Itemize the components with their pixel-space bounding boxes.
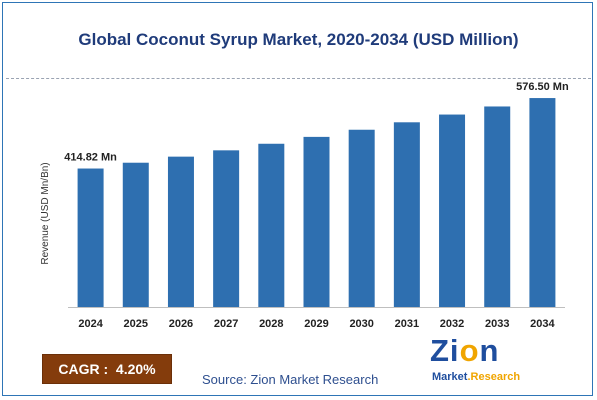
bar-2028 bbox=[258, 143, 285, 307]
y-axis-title: Revenue (USD Mn/Bn) bbox=[40, 162, 51, 264]
x-tick-label: 2033 bbox=[485, 318, 509, 330]
x-tick-label: 2027 bbox=[214, 318, 238, 330]
data-label: 576.50 Mn bbox=[516, 81, 569, 93]
bar-2026 bbox=[167, 156, 194, 307]
x-tick-label: 2029 bbox=[304, 318, 328, 330]
bar-2031 bbox=[393, 122, 420, 307]
source-text: Source: Zion Market Research bbox=[202, 372, 379, 387]
x-tick-label: 2025 bbox=[124, 318, 148, 330]
logo-subtitle: Market.Research bbox=[432, 371, 521, 383]
logo-wordmark: Zion bbox=[430, 333, 500, 368]
bar-2024 bbox=[77, 168, 104, 307]
bar-2027 bbox=[213, 150, 240, 307]
x-tick-label: 2030 bbox=[349, 318, 373, 330]
bars-group bbox=[77, 98, 556, 308]
cagr-badge: CAGR : 4.20% bbox=[42, 354, 172, 384]
bar-2029 bbox=[303, 136, 330, 307]
x-tick-label: 2031 bbox=[395, 318, 419, 330]
bar-2032 bbox=[439, 114, 466, 307]
chart-title: Global Coconut Syrup Market, 2020-2034 (… bbox=[78, 30, 519, 49]
title-divider bbox=[6, 78, 591, 79]
x-tick-label: 2028 bbox=[259, 318, 283, 330]
bar-2034 bbox=[529, 98, 556, 308]
bar-2033 bbox=[484, 106, 511, 308]
x-tick-label: 2034 bbox=[530, 318, 555, 330]
x-tick-label: 2024 bbox=[78, 318, 103, 330]
bar-2030 bbox=[348, 129, 375, 307]
x-tick-label: 2026 bbox=[169, 318, 193, 330]
labels-group: 2024 2025 2026 2027 2028 2029 2030 2031 2032 2033… bbox=[64, 81, 569, 330]
chart-frame bbox=[2, 2, 593, 396]
bar-2025 bbox=[122, 162, 149, 307]
zion-logo: Zion Market.Research bbox=[430, 334, 552, 390]
x-tick-label: 2032 bbox=[440, 318, 464, 330]
data-label: 414.82 Mn bbox=[64, 152, 117, 164]
